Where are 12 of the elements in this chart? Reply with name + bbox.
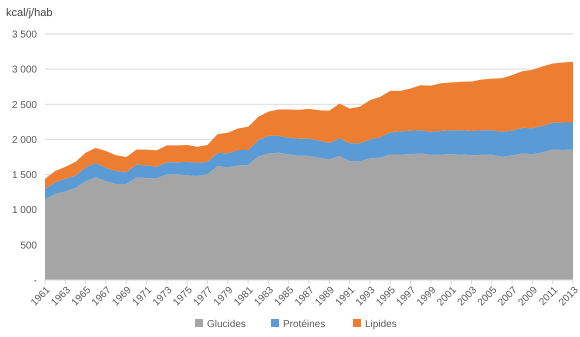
y-tick-label: 3 000 [12, 64, 38, 76]
legend-label: Protéines [283, 319, 326, 330]
y-axis-title: kcal/j/hab [6, 7, 52, 19]
y-tick-label: 3 500 [12, 30, 38, 40]
legend-label: Glucides [207, 319, 246, 330]
y-tick-label: 1 000 [12, 205, 38, 216]
y-tick-label: 500 [20, 240, 38, 252]
legend-label: Lipides [365, 319, 397, 330]
y-tick-label: 1 500 [12, 170, 38, 182]
y-tick-label: 2 500 [12, 100, 38, 111]
y-tick-label: - [34, 276, 37, 286]
y-tick-label: 2 000 [12, 134, 38, 146]
